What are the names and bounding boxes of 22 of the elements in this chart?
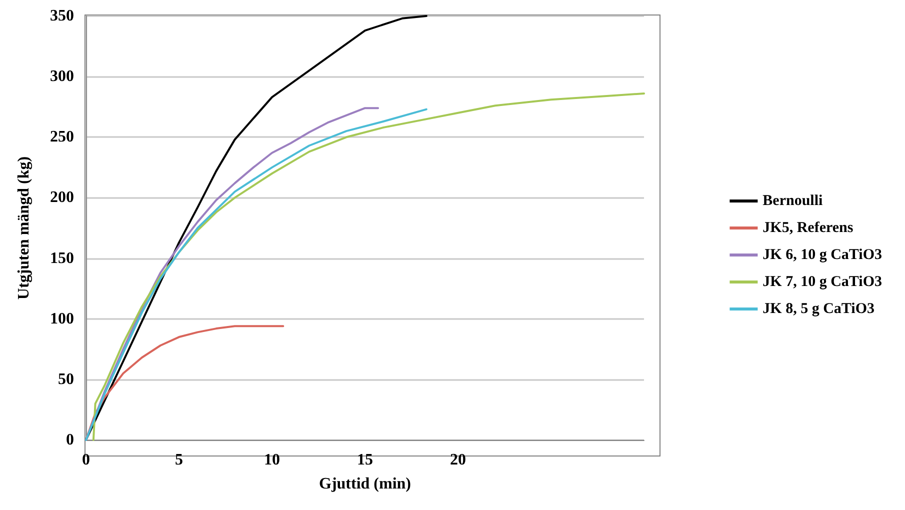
- x-tick-label: 5: [175, 452, 183, 468]
- legend-label: Bernoulli: [762, 193, 823, 209]
- x-tick-label: 0: [82, 452, 90, 468]
- y-axis-title: Utgjuten mängd (kg): [16, 156, 32, 300]
- x-tick-label: 10: [264, 452, 280, 468]
- line-series: [92, 92, 645, 441]
- y-tick-label: 300: [50, 68, 74, 86]
- y-tick-label: 350: [50, 8, 74, 24]
- legend-label: JK 7, 10 g CaTiO3: [762, 274, 882, 290]
- y-tick-label: 150: [50, 250, 74, 267]
- x-axis-title: Gjuttid (min): [319, 476, 411, 492]
- x-tick-label: 15: [357, 452, 373, 468]
- legend-label: JK 6, 10 g CaTiO3: [762, 247, 882, 263]
- y-tick-label: 250: [50, 128, 74, 146]
- legend-label: JK 8, 5 g CaTiO3: [762, 301, 875, 317]
- line-series: [85, 325, 284, 441]
- y-tick-label: 0: [66, 432, 74, 448]
- y-tick-label: 50: [58, 370, 74, 388]
- y-tick-label: 100: [50, 310, 74, 328]
- legend-label: JK5, Referens: [762, 220, 854, 236]
- y-tick-label: 200: [50, 189, 74, 206]
- x-tick-label: 20: [450, 452, 466, 468]
